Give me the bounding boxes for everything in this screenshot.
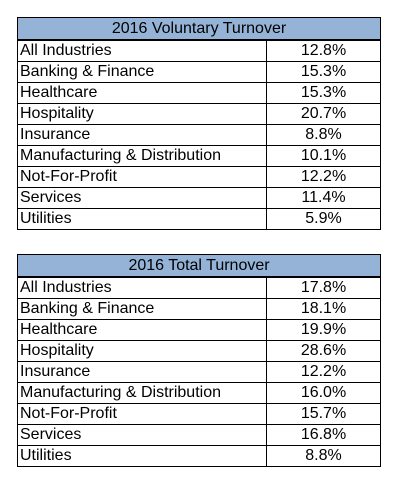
table-row: Not-For-Profit 15.7% xyxy=(17,403,382,425)
turnover-value-cell: 15.7% xyxy=(265,403,382,425)
table-row: Not-For-Profit 12.2% xyxy=(17,166,381,188)
turnover-value-cell: 16.8% xyxy=(265,424,382,446)
turnover-value-cell: 28.6% xyxy=(265,340,382,362)
voluntary-turnover-table: 2016 Voluntary Turnover All Industries 12… xyxy=(17,17,381,230)
industry-cell: Hospitality xyxy=(17,103,267,125)
table-row: Insurance 8.8% xyxy=(17,124,381,146)
voluntary-turnover-title: 2016 Voluntary Turnover xyxy=(17,17,381,41)
industry-cell: Utilities xyxy=(17,445,267,467)
total-turnover-title: 2016 Total Turnover xyxy=(16,254,382,278)
turnover-value-cell: 19.9% xyxy=(265,319,382,341)
table-row: Utilities 5.9% xyxy=(17,208,381,230)
table-row: Manufacturing & Distribution 10.1% xyxy=(17,145,381,167)
turnover-value-cell: 12.8% xyxy=(266,39,381,62)
table-row: All Industries 12.8% xyxy=(17,39,381,62)
table-row: Hospitality 28.6% xyxy=(17,340,382,362)
table-row: Healthcare 19.9% xyxy=(17,319,382,341)
industry-cell: Manufacturing & Distribution xyxy=(17,145,267,167)
table-row: Banking & Finance 15.3% xyxy=(17,61,381,83)
industry-cell: Insurance xyxy=(17,361,267,383)
table-row: Services 11.4% xyxy=(17,187,381,209)
industry-cell: Banking & Finance xyxy=(17,61,267,83)
turnover-value-cell: 11.4% xyxy=(266,187,381,209)
table-row: Banking & Finance 18.1% xyxy=(17,298,382,320)
industry-cell: All Industries xyxy=(17,276,267,299)
turnover-value-cell: 15.3% xyxy=(266,82,381,104)
turnover-value-cell: 18.1% xyxy=(265,298,382,320)
table-row: Services 16.8% xyxy=(17,424,382,446)
industry-cell: Services xyxy=(17,424,267,446)
industry-cell: Healthcare xyxy=(17,82,267,104)
table-row: Healthcare 15.3% xyxy=(17,82,381,104)
total-turnover-table: 2016 Total Turnover All Industries 17.8% B… xyxy=(16,254,382,467)
industry-cell: Services xyxy=(17,187,267,209)
turnover-value-cell: 15.3% xyxy=(266,61,381,83)
table-row: Insurance 12.2% xyxy=(17,361,382,383)
industry-cell: Insurance xyxy=(17,124,267,146)
table-row: Manufacturing & Distribution 16.0% xyxy=(17,382,382,404)
industry-cell: Not-For-Profit xyxy=(17,166,267,188)
table-row: Hospitality 20.7% xyxy=(17,103,381,125)
turnover-value-cell: 5.9% xyxy=(266,208,381,230)
turnover-value-cell: 17.8% xyxy=(265,276,382,299)
industry-cell: Not-For-Profit xyxy=(17,403,267,425)
table-header-row: 2016 Total Turnover xyxy=(16,254,382,278)
industry-cell: All Industries xyxy=(17,39,267,62)
industry-cell: Banking & Finance xyxy=(17,298,267,320)
turnover-value-cell: 10.1% xyxy=(266,145,381,167)
table-row: All Industries 17.8% xyxy=(17,276,382,299)
turnover-value-cell: 12.2% xyxy=(266,166,381,188)
industry-cell: Utilities xyxy=(17,208,267,230)
industry-cell: Hospitality xyxy=(17,340,267,362)
table-row: Utilities 8.8% xyxy=(17,445,382,467)
turnover-value-cell: 20.7% xyxy=(266,103,381,125)
turnover-value-cell: 8.8% xyxy=(265,445,382,467)
industry-cell: Manufacturing & Distribution xyxy=(17,382,267,404)
turnover-value-cell: 16.0% xyxy=(265,382,382,404)
turnover-value-cell: 12.2% xyxy=(265,361,382,383)
table-header-row: 2016 Voluntary Turnover xyxy=(17,17,381,41)
turnover-value-cell: 8.8% xyxy=(266,124,381,146)
industry-cell: Healthcare xyxy=(17,319,267,341)
